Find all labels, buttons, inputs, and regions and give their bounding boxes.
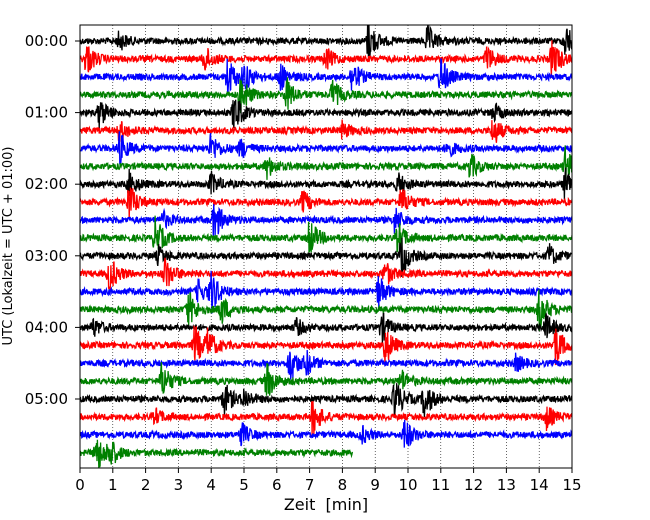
x-tick-label: 15 xyxy=(562,476,581,494)
seismogram-trace xyxy=(80,77,572,114)
seismogram-trace xyxy=(80,40,572,78)
seismogram-trace xyxy=(80,439,354,468)
seismogram-trace xyxy=(80,383,572,418)
seismogram-trace xyxy=(80,325,572,366)
seismogram-trace xyxy=(80,187,572,220)
seismogram-trace xyxy=(80,167,572,200)
seismogram-trace xyxy=(80,362,572,396)
x-tick-label: 6 xyxy=(272,476,282,494)
x-tick-label: 13 xyxy=(497,476,516,494)
x-tick-label: 9 xyxy=(370,476,380,494)
x-axis-ticks: 0 1 2 3 4 5 6 7 8 9 10 11 12 13 14 15 xyxy=(75,468,582,494)
seismogram-trace xyxy=(80,401,572,436)
seismogram-trace xyxy=(80,145,572,187)
x-tick-label: 1 xyxy=(108,476,118,494)
seismogram-trace xyxy=(80,119,572,143)
y-tick-label: 00:00 xyxy=(25,32,68,50)
x-tick-label: 5 xyxy=(239,476,249,494)
seismogram-trace xyxy=(80,289,572,332)
y-tick-label: 02:00 xyxy=(25,175,68,193)
x-tick-label: 11 xyxy=(431,476,450,494)
y-axis-ticks: 00:00 01:00 02:00 03:00 04:00 05:00 xyxy=(25,32,80,408)
x-tick-label: 10 xyxy=(398,476,417,494)
seismogram-trace xyxy=(80,204,572,238)
seismogram-trace xyxy=(80,257,572,293)
y-tick-label: 03:00 xyxy=(25,247,68,265)
y-tick-label: 05:00 xyxy=(25,390,68,408)
seismogram-trace xyxy=(80,99,572,129)
x-tick-label: 2 xyxy=(141,476,151,494)
seismogram-trace xyxy=(80,131,572,166)
seismogram-trace xyxy=(80,25,572,59)
x-axis-label: Zeit [min] xyxy=(284,495,368,514)
y-tick-label: 01:00 xyxy=(25,104,68,122)
plot-frame xyxy=(79,24,573,469)
x-tick-label: 12 xyxy=(464,476,483,494)
y-axis-label: UTC (Lokalzeit = UTC + 01:00) xyxy=(1,147,16,346)
seismogram-trace xyxy=(80,58,572,93)
seismogram-trace xyxy=(80,419,572,448)
y-tick-label: 04:00 xyxy=(25,318,68,336)
x-tick-label: 0 xyxy=(75,476,85,494)
x-tick-label: 4 xyxy=(206,476,216,494)
x-tick-label: 14 xyxy=(530,476,549,494)
seismogram-traces xyxy=(80,25,572,468)
seismogram-trace xyxy=(80,270,572,314)
x-tick-label: 8 xyxy=(338,476,348,494)
seismogram-trace xyxy=(80,215,572,254)
x-tick-label: 3 xyxy=(174,476,184,494)
x-tick-label: 7 xyxy=(305,476,315,494)
seismogram-trace xyxy=(80,237,572,277)
seismogram-trace xyxy=(80,312,572,344)
